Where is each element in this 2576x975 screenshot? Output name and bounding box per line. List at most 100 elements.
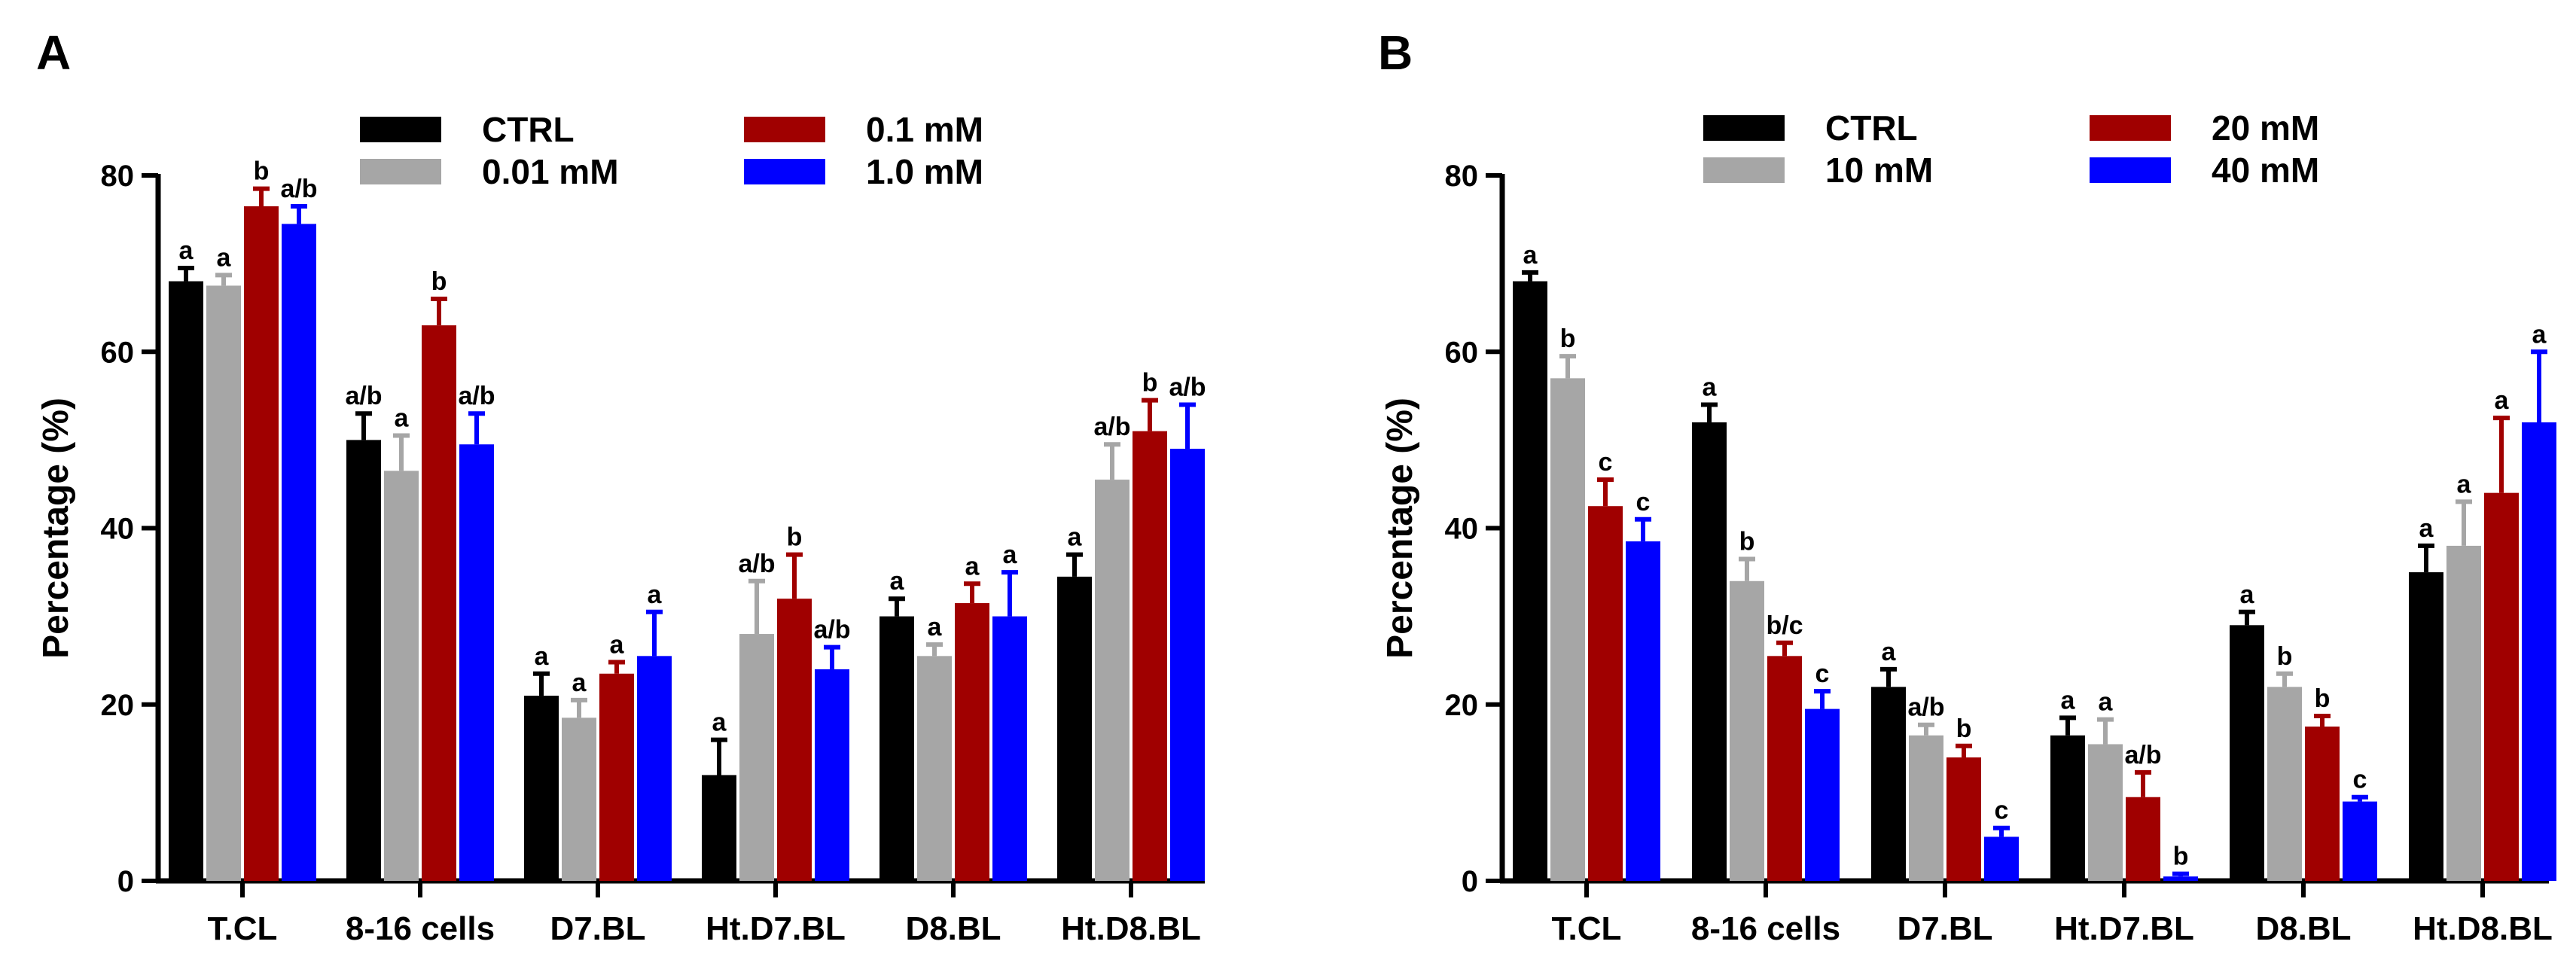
significance-label: a/b: [280, 175, 317, 203]
bar: [1909, 735, 1943, 881]
y-tick-label: 20: [1445, 689, 1479, 722]
bar: [2343, 801, 2377, 881]
significance-label: a: [1068, 523, 1083, 552]
legend-swatch: [1703, 115, 1785, 141]
bar: [2163, 876, 2198, 881]
bar: [1730, 580, 1764, 881]
bar: [422, 325, 456, 881]
bar: [955, 603, 989, 881]
legend-label: 10 mM: [1825, 151, 1933, 190]
significance-label: a: [965, 552, 980, 580]
bar: [1095, 480, 1129, 881]
category-label: T.CL: [208, 910, 278, 947]
significance-label: c: [1815, 660, 1830, 688]
bar: [2126, 797, 2160, 881]
y-tick-label: 60: [1445, 336, 1479, 369]
bar: [524, 696, 559, 881]
bar: [1946, 757, 1981, 881]
category-label: D8.BL: [2255, 910, 2351, 947]
legend-swatch: [360, 159, 441, 184]
category-label: Ht.D8.BL: [2413, 910, 2553, 947]
category-label: D8.BL: [905, 910, 1001, 947]
y-axis-label: Percentage (%): [36, 398, 76, 659]
significance-label: a/b: [1169, 373, 1206, 402]
significance-label: a: [2099, 688, 2114, 717]
significance-label: a: [610, 631, 625, 660]
bar: [739, 634, 774, 881]
significance-label: a: [179, 236, 194, 265]
bar: [2230, 625, 2264, 881]
legend-label: 20 mM: [2212, 108, 2319, 148]
bar: [1871, 687, 1906, 881]
bar: [2088, 744, 2123, 881]
significance-label: a/b: [1093, 413, 1130, 441]
y-tick-label: 40: [101, 513, 135, 546]
legend-swatch: [744, 159, 825, 184]
category-label: 8-16 cells: [346, 910, 495, 947]
y-tick-label: 40: [1445, 513, 1479, 546]
significance-label: c: [1995, 797, 2009, 825]
bar: [384, 471, 419, 881]
significance-label: a: [928, 613, 943, 641]
significance-label: b: [787, 523, 803, 552]
bar: [917, 656, 952, 881]
significance-label: a: [890, 567, 905, 596]
significance-label: c: [1599, 448, 1613, 477]
significance-label: a/b: [345, 382, 382, 410]
category-label: D7.BL: [550, 910, 645, 947]
legend-swatch: [744, 117, 825, 142]
bar: [1513, 281, 1547, 881]
significance-label: a/b: [813, 616, 850, 644]
significance-label: b: [1739, 527, 1755, 556]
bar: [346, 440, 381, 881]
legend-swatch: [2090, 157, 2171, 183]
significance-label: a: [2532, 320, 2547, 349]
significance-label: a/b: [2124, 741, 2161, 769]
significance-label: b: [431, 267, 447, 296]
bar: [2305, 727, 2340, 881]
bar: [459, 444, 494, 881]
significance-label: a: [648, 580, 663, 609]
category-label: Ht.D7.BL: [2054, 910, 2194, 947]
bar: [2050, 735, 2085, 881]
bar: [562, 718, 596, 881]
bar: [879, 616, 914, 881]
category-label: Ht.D7.BL: [706, 910, 846, 947]
bar: [2409, 572, 2443, 881]
significance-label: b: [1142, 369, 1158, 398]
y-tick-label: 60: [101, 336, 135, 369]
bar: [2484, 492, 2519, 881]
bar: [1692, 422, 1727, 881]
significance-label: a: [1703, 373, 1718, 402]
category-label: 8-16 cells: [1691, 910, 1840, 947]
legend-swatch: [360, 117, 441, 142]
panel-letter: B: [1378, 26, 1413, 80]
significance-label: c: [1636, 488, 1651, 516]
significance-label: a: [535, 642, 550, 671]
significance-label: a: [2457, 470, 2472, 498]
bar: [702, 775, 736, 881]
bar: [1984, 836, 2019, 881]
y-tick-label: 0: [1462, 865, 1478, 898]
significance-label: a: [2061, 686, 2076, 714]
significance-label: a: [217, 243, 232, 272]
bar: [1767, 656, 1802, 881]
legend-label: 1.0 mM: [866, 152, 983, 191]
legend-label: CTRL: [1825, 108, 1918, 148]
bar: [1626, 541, 1660, 881]
bar: [992, 616, 1027, 881]
category-label: T.CL: [1552, 910, 1622, 947]
y-tick-label: 20: [101, 689, 135, 722]
bar: [206, 285, 241, 881]
significance-label: a: [572, 669, 587, 697]
bar: [1057, 576, 1092, 881]
y-tick-label: 80: [101, 160, 135, 193]
bar: [2446, 545, 2481, 881]
significance-label: a: [712, 708, 727, 737]
significance-label: b: [2277, 642, 2293, 671]
bar: [1588, 506, 1623, 881]
